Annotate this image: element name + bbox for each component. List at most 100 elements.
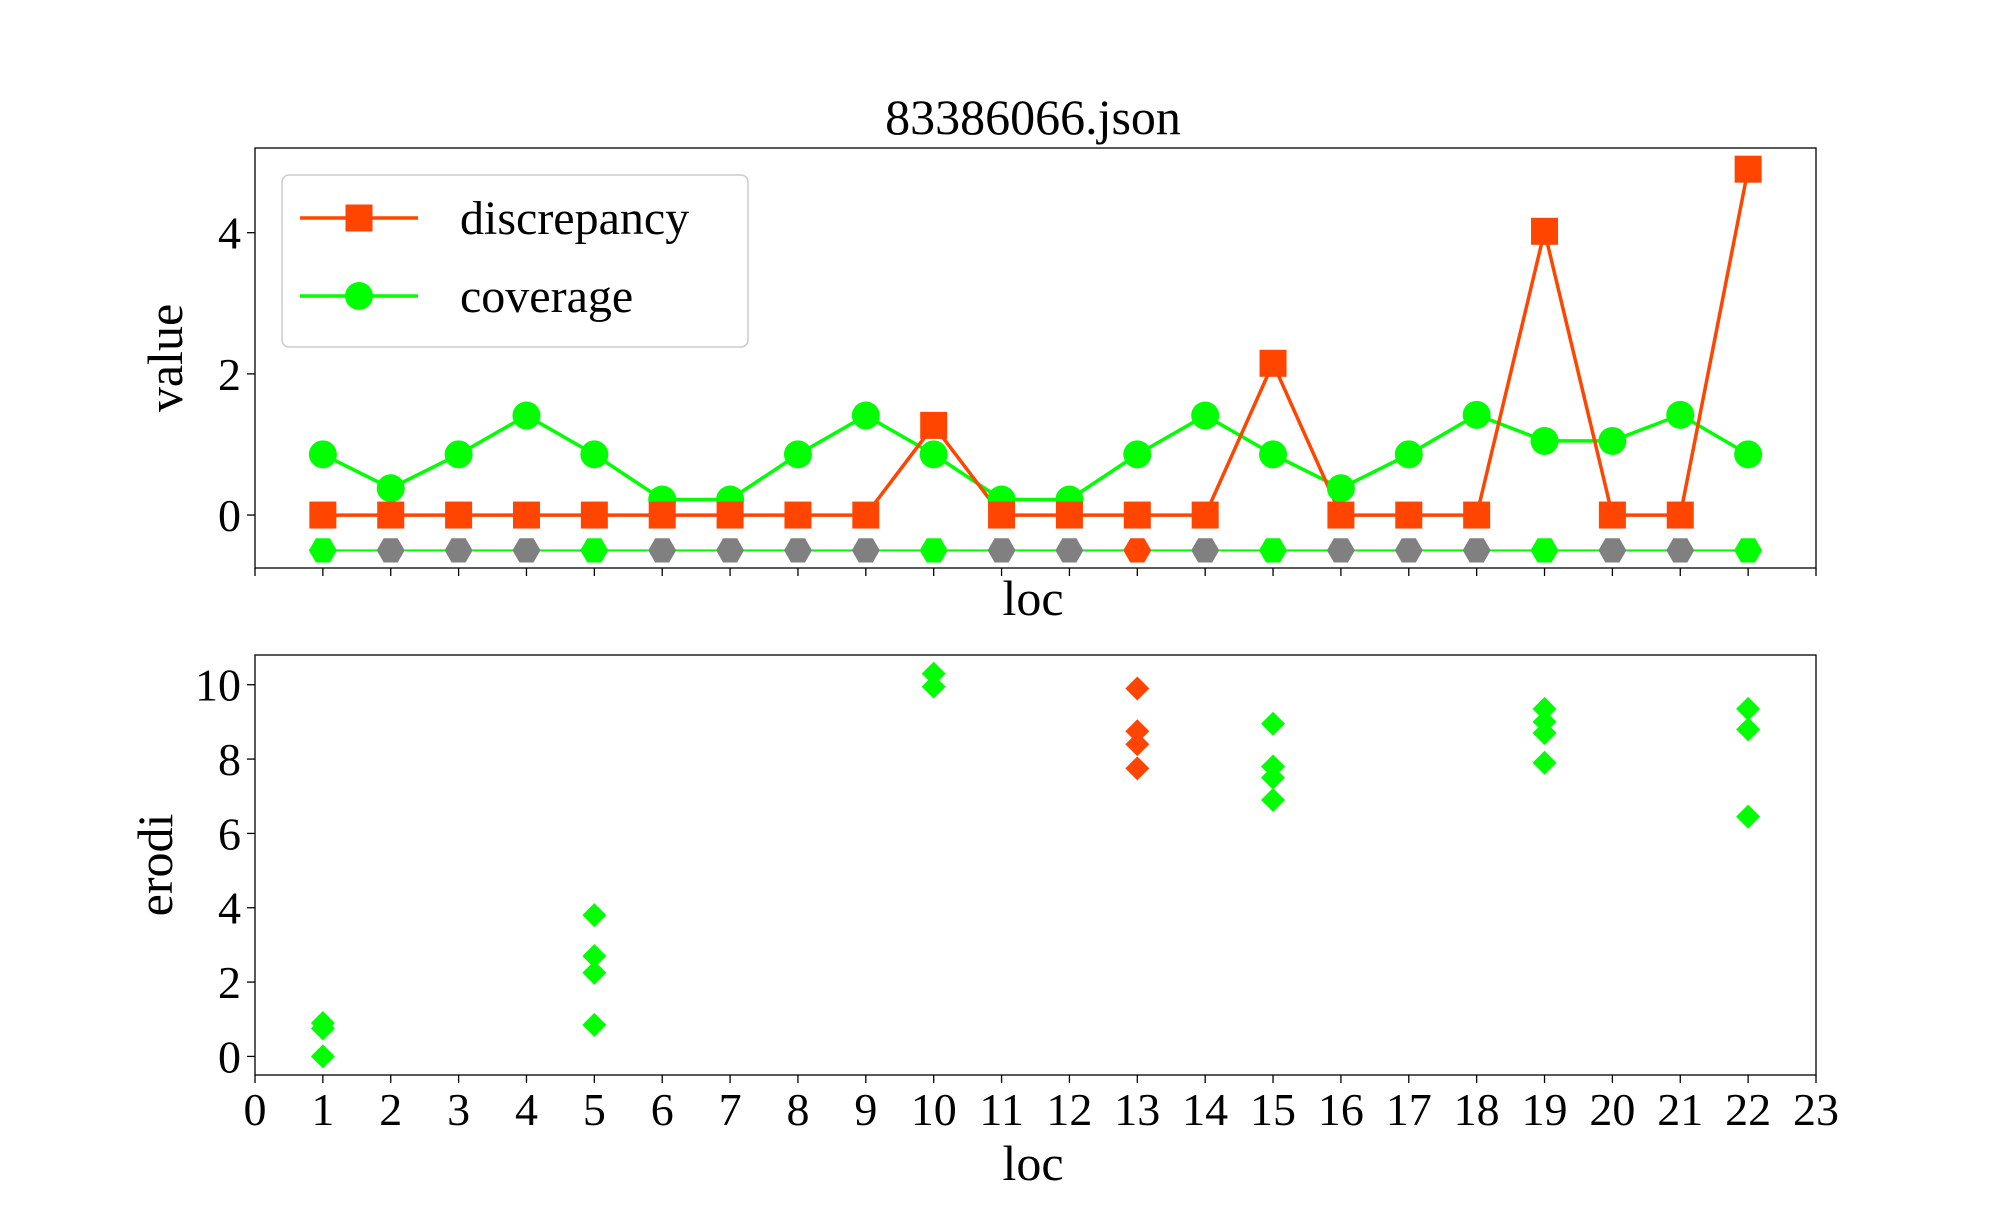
top-plot-area: 0 2 4 (218, 155, 1817, 576)
erodi-point (310, 1010, 335, 1035)
status-marker (444, 538, 473, 563)
erodi-point (1125, 732, 1150, 757)
discrepancy-point (1666, 501, 1694, 529)
bottom-x-tick-label: 2 (379, 1084, 402, 1135)
status-marker (376, 538, 405, 563)
coverage-point (1191, 401, 1220, 430)
bottom-x-axis-label: loc (1002, 1135, 1063, 1191)
discrepancy-point (445, 501, 473, 529)
coverage-point (444, 440, 473, 469)
bottom-x-tick-label: 16 (1318, 1084, 1364, 1135)
erodi-point (1125, 676, 1150, 701)
bottom-x-tick-label: 9 (854, 1084, 877, 1135)
coverage-point (512, 401, 541, 430)
top-y-axis-label: value (137, 304, 193, 412)
erodi-point (582, 903, 607, 928)
discrepancy-point (784, 501, 812, 529)
top-y-tick-label: 4 (218, 208, 241, 259)
status-marker (1734, 538, 1763, 563)
erodi-point (582, 944, 607, 969)
erodi-point (582, 960, 607, 985)
bottom-y-tick-label: 8 (218, 734, 241, 785)
status-marker (919, 538, 948, 563)
discrepancy-point (716, 501, 744, 529)
discrepancy-point (1395, 501, 1423, 529)
erodi-point (1736, 717, 1761, 742)
top-y-tick-label: 2 (218, 349, 241, 400)
coverage-point (851, 401, 880, 430)
legend-label-discrepancy: discrepancy (460, 192, 689, 245)
legend-marker-discrepancy (345, 204, 373, 232)
discrepancy-point (648, 501, 676, 529)
bottom-x-tick-label: 23 (1793, 1084, 1839, 1135)
erodi-point (1532, 750, 1557, 775)
status-marker (1326, 538, 1355, 563)
coverage-point (1734, 440, 1763, 469)
status-marker (1191, 538, 1220, 563)
bottom-x-tick-label: 10 (911, 1084, 957, 1135)
status-marker (648, 538, 677, 563)
bottom-x-tick-label: 8 (786, 1084, 809, 1135)
legend-marker-coverage (345, 282, 373, 310)
status-marker (580, 538, 609, 563)
erodi-point (1125, 756, 1150, 781)
legend-label-coverage: coverage (460, 270, 633, 323)
status-marker (1123, 538, 1152, 563)
legend: discrepancy coverage (281, 174, 749, 348)
bottom-y-axis-label: erodi (127, 814, 183, 917)
discrepancy-point (1055, 501, 1083, 529)
bottom-x-tick-label: 0 (244, 1084, 267, 1135)
coverage-point (1530, 426, 1559, 455)
status-marker (784, 538, 812, 563)
discrepancy-point (1531, 217, 1559, 245)
erodi-point (1736, 804, 1761, 829)
coverage-point (1123, 440, 1152, 469)
top-x-axis-label: loc (1002, 570, 1063, 626)
coverage-point (1394, 440, 1423, 469)
status-marker (851, 538, 880, 563)
bottom-x-tick-label: 5 (583, 1084, 606, 1135)
bottom-y-tick-label: 4 (218, 883, 241, 934)
status-marker (512, 538, 541, 563)
bottom-y-tick-label: 0 (218, 1031, 241, 1082)
series-line-coverage (322, 412, 1749, 502)
erodi-point (1125, 719, 1150, 744)
coverage-point (1666, 400, 1695, 429)
erodi-point (921, 661, 946, 686)
erodi-point (1532, 709, 1557, 734)
bottom-x-tick-label: 14 (1182, 1084, 1228, 1135)
status-marker (308, 538, 337, 563)
coverage-point (308, 440, 337, 469)
top-axes-frame (254, 147, 1817, 569)
erodi-point (1261, 711, 1286, 736)
bottom-y-tick-label: 2 (218, 957, 241, 1008)
bottom-x-tick-label: 19 (1522, 1084, 1568, 1135)
discrepancy-point (1463, 501, 1491, 529)
coverage-point (1259, 440, 1288, 469)
discrepancy-point (580, 501, 608, 529)
discrepancy-point (309, 501, 337, 529)
erodi-point (1736, 696, 1761, 721)
discrepancy-point (512, 501, 540, 529)
coverage-point (1326, 474, 1355, 503)
discrepancy-point (1734, 155, 1762, 183)
coverage-point (783, 440, 812, 469)
bottom-x-tick-label: 20 (1589, 1084, 1635, 1135)
erodi-point (1261, 787, 1286, 812)
erodi-point (582, 1012, 607, 1037)
bottom-x-tick-label: 3 (447, 1084, 470, 1135)
status-marker (987, 538, 1016, 563)
bottom-x-tick-label: 21 (1657, 1084, 1703, 1135)
status-marker (1666, 538, 1695, 563)
status-marker (716, 538, 745, 563)
status-marker (1598, 538, 1627, 563)
bottom-x-tick-label: 7 (719, 1084, 742, 1135)
bottom-axes-frame (254, 654, 1817, 1076)
coverage-point (580, 440, 609, 469)
bottom-x-tick-label: 6 (651, 1084, 674, 1135)
status-marker (1394, 538, 1423, 563)
coverage-point (376, 474, 405, 503)
bottom-y-tick-label: 10 (195, 660, 241, 711)
